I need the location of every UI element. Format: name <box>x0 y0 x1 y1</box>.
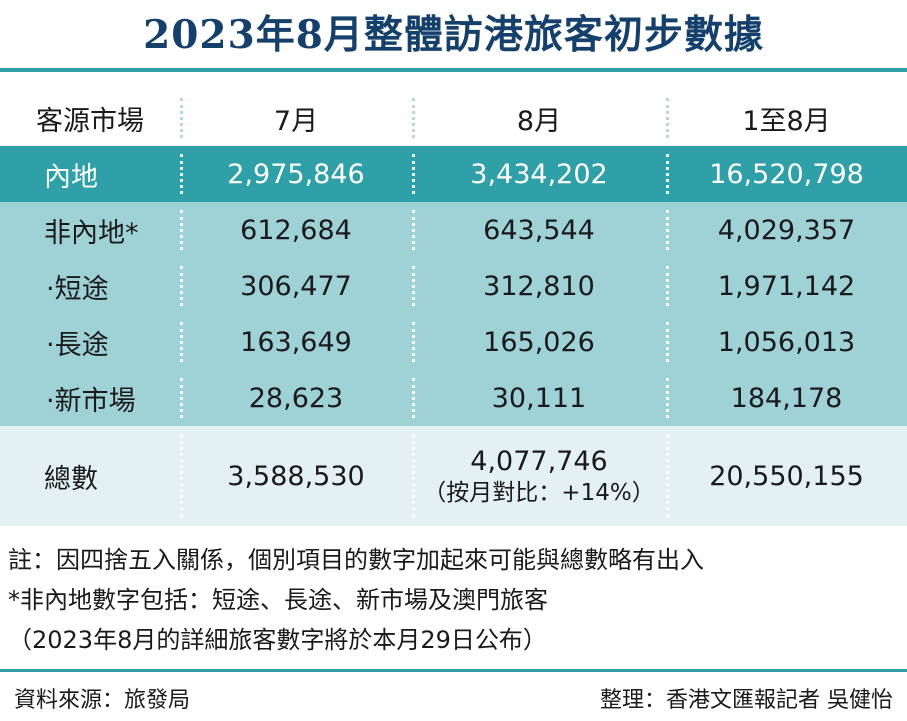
cell-august: 3,434,202 <box>412 146 666 202</box>
footnotes: 註：因四捨五入關係，個別項目的數字加起來可能與總數略有出入 *非內地數字包括：短… <box>8 540 903 660</box>
cell-jan-aug: 4,029,357 <box>666 202 907 258</box>
row-label: 總數 <box>44 463 98 495</box>
total-august-value: 4,077,746 <box>470 445 608 477</box>
cell-august: 30,111 <box>412 370 666 426</box>
cell-august: 643,544 <box>412 202 666 258</box>
cell-jan-aug: 1,056,013 <box>666 314 907 370</box>
cell-august: 165,026 <box>412 314 666 370</box>
cell-july: 3,588,530 <box>180 426 412 526</box>
header-july: 7月 <box>180 90 412 146</box>
table-header-row: 客源市場 7月 8月 1至8月 <box>0 90 907 146</box>
top-divider <box>0 68 907 72</box>
row-label: ‧長途 <box>46 329 109 361</box>
row-label: ‧短途 <box>46 273 109 305</box>
cell-august: 4,077,746 （按月對比：+14%） <box>412 426 666 526</box>
source-credit: 資料來源：旅發局 <box>14 688 191 713</box>
editor-credit: 整理：香港文匯報記者 吳健怡 <box>600 688 893 713</box>
cell-august: 312,810 <box>412 258 666 314</box>
header-august: 8月 <box>412 90 666 146</box>
cell-jan-aug: 184,178 <box>666 370 907 426</box>
table-row-total: 總數 3,588,530 4,077,746 （按月對比：+14%） 20,55… <box>0 426 907 526</box>
table-row-mainland: 內地 2,975,846 3,434,202 16,520,798 <box>0 146 907 202</box>
row-label: 非內地* <box>44 217 139 249</box>
cell-jan-aug: 16,520,798 <box>666 146 907 202</box>
cell-july: 306,477 <box>180 258 412 314</box>
header-jan-aug: 1至8月 <box>666 90 907 146</box>
table-row-new-markets: ‧新市場 28,623 30,111 184,178 <box>0 370 907 426</box>
bottom-divider <box>0 669 907 672</box>
table-row-long-haul: ‧長途 163,649 165,026 1,056,013 <box>0 314 907 370</box>
cell-july: 163,649 <box>180 314 412 370</box>
month-on-month-change: （按月對比：+14%） <box>423 479 655 506</box>
cell-jan-aug: 1,971,142 <box>666 258 907 314</box>
cell-july: 2,975,846 <box>180 146 412 202</box>
cell-july: 28,623 <box>180 370 412 426</box>
page-title: 2023年8月整體訪港旅客初步數據 <box>143 12 764 58</box>
note-release: （2023年8月的詳細旅客數字將於本月29日公布） <box>8 626 547 654</box>
row-label: ‧新市場 <box>46 385 136 417</box>
table-row-short-haul: ‧短途 306,477 312,810 1,971,142 <box>0 258 907 314</box>
cell-jan-aug: 20,550,155 <box>666 426 907 526</box>
visitor-table: 客源市場 7月 8月 1至8月 內地 2,975,846 3,434,202 1… <box>0 90 907 526</box>
cell-july: 612,684 <box>180 202 412 258</box>
table-row-non-mainland: 非內地* 612,684 643,544 4,029,357 <box>0 202 907 258</box>
header-market: 客源市場 <box>36 105 144 137</box>
row-label: 內地 <box>44 161 98 193</box>
note-rounding: 註：因四捨五入關係，個別項目的數字加起來可能與總數略有出入 <box>8 546 704 574</box>
credit-footer: 資料來源：旅發局 整理：香港文匯報記者 吳健怡 <box>0 680 907 716</box>
note-non-mainland: *非內地數字包括：短途、長途、新市場及澳門旅客 <box>8 586 548 614</box>
